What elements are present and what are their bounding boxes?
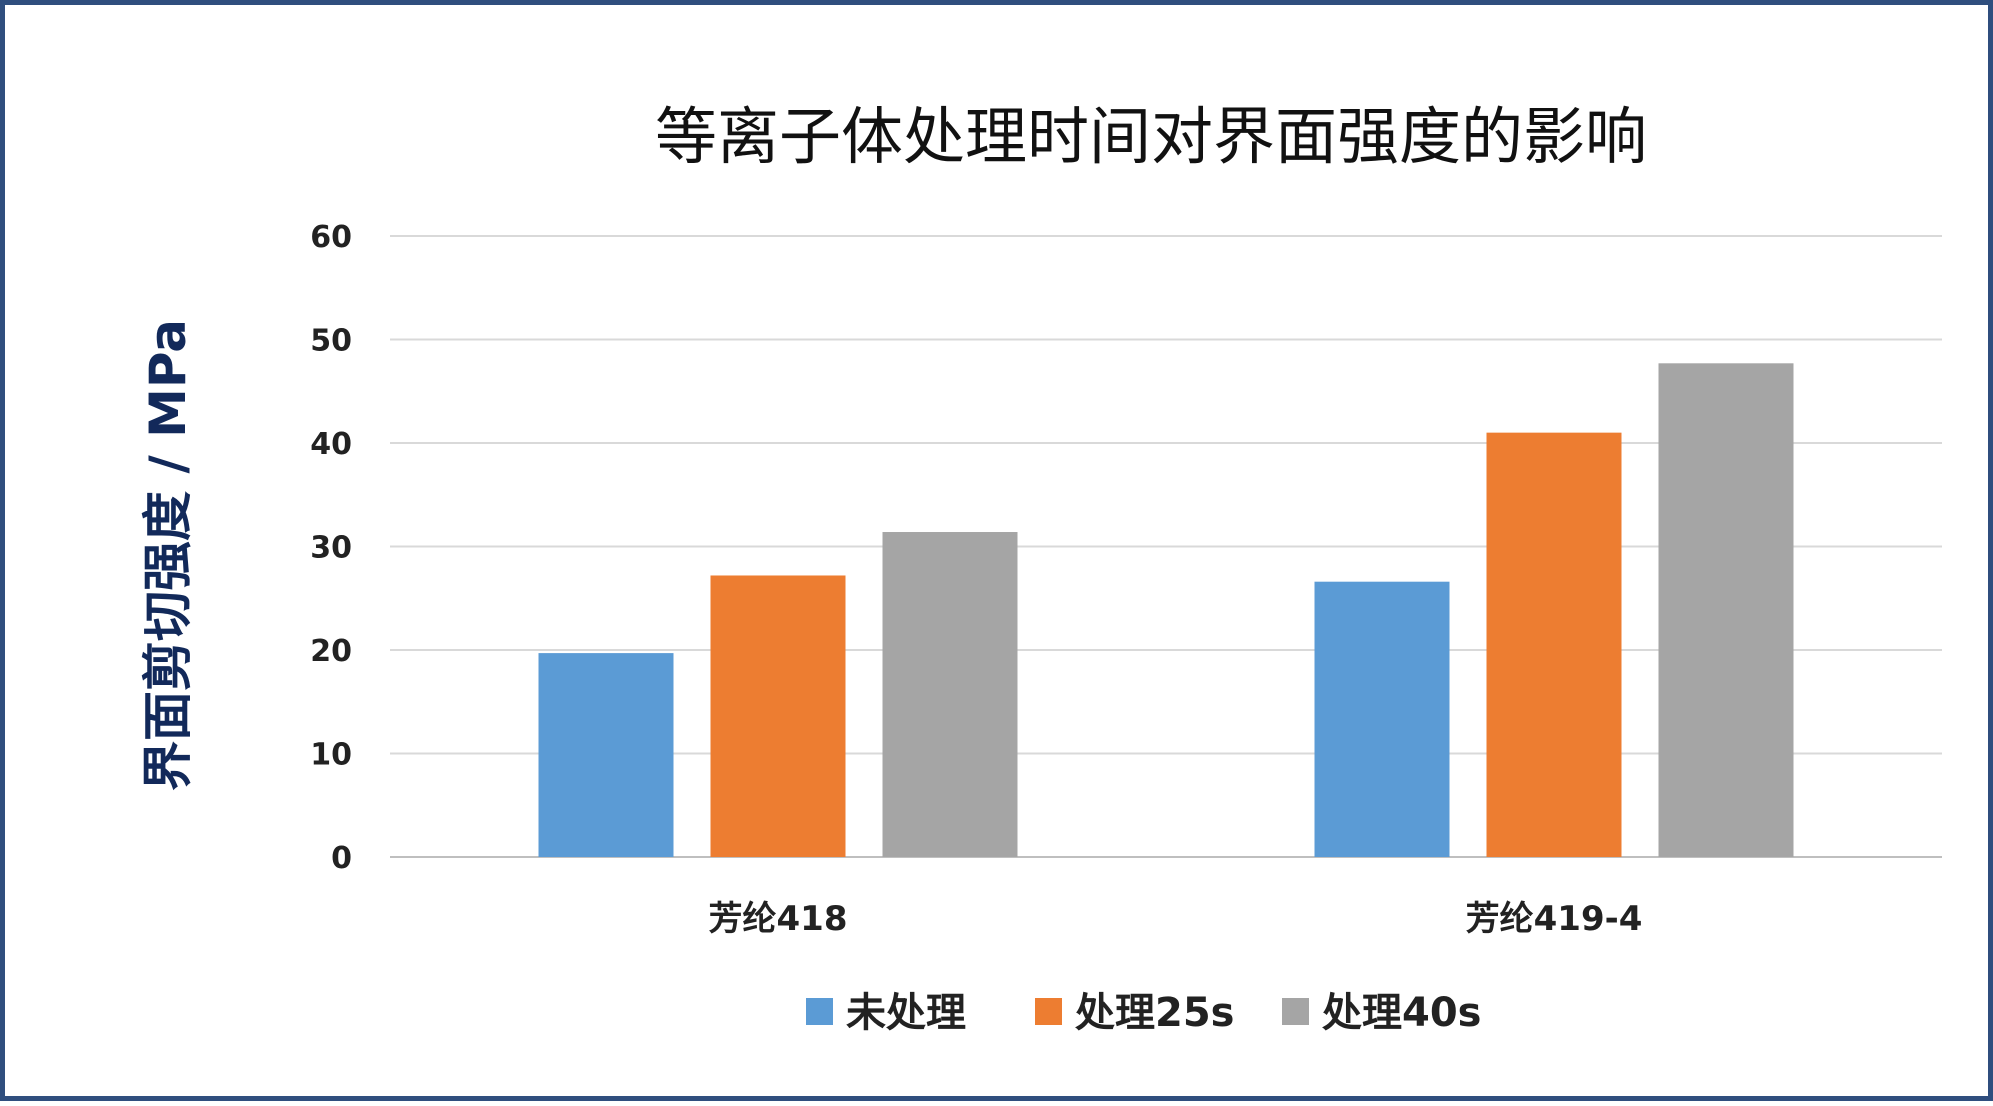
bars [538,363,1794,857]
bar [882,532,1018,857]
legend-swatch [806,998,833,1025]
legend-label: 处理40s [1322,990,1481,1036]
bar [1486,432,1622,857]
y-tick-label: 60 [310,220,352,255]
bar [538,653,674,857]
legend-swatch [1282,998,1309,1025]
y-tick-label: 10 [310,738,352,773]
y-axis-ticks: 0 10 20 30 40 50 60 [310,220,352,876]
bar [1314,581,1450,857]
bar-chart: 等离子体处理时间对界面强度的影响 界面剪切强度 / MPa 0 10 20 30 40 5… [139,100,1942,1036]
x-axis-ticks: 芳纶418 芳纶419-4 [709,899,1643,939]
chart-title: 等离子体处理时间对界面强度的影响 [655,100,1647,173]
y-tick-label: 20 [310,634,352,669]
x-tick-label: 芳纶419-4 [1466,899,1643,939]
bar [710,575,846,857]
legend: 未处理 处理25s 处理40s [806,990,1481,1036]
bar [1658,363,1794,857]
legend-swatch [1035,998,1062,1025]
y-tick-label: 30 [310,531,352,566]
y-axis-label: 界面剪切强度 / MPa [139,319,197,791]
legend-label: 处理25s [1075,990,1234,1036]
legend-label: 未处理 [846,990,966,1036]
y-tick-label: 40 [310,427,352,462]
y-tick-label: 0 [331,841,352,876]
y-tick-label: 50 [310,324,352,359]
x-tick-label: 芳纶418 [709,899,848,939]
